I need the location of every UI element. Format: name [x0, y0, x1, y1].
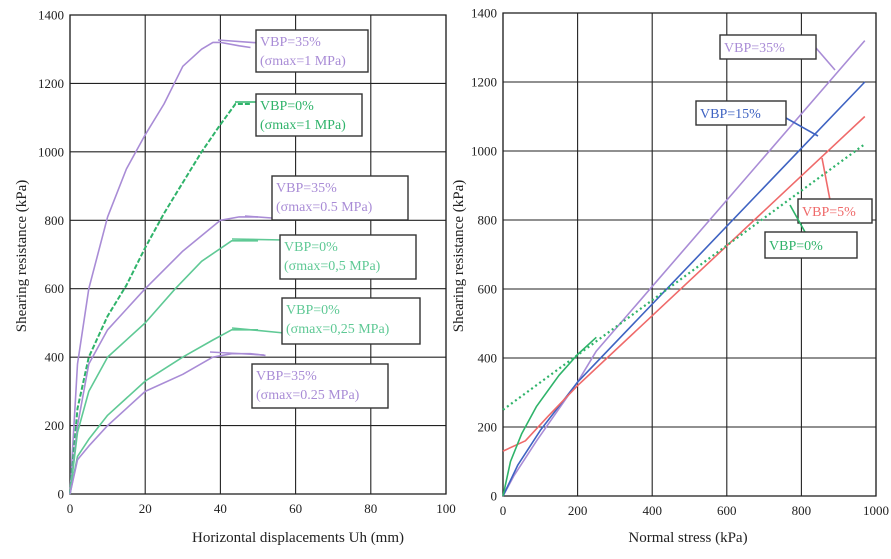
right-series-line-vbp0-fit: [502, 143, 866, 411]
right-label-vbp5-leader: [821, 157, 831, 201]
left-series-line-vbp35-1: [69, 41, 251, 495]
right-y-axis-title: Shearing resistance (kPa): [451, 180, 467, 332]
right-label-vbp35-text: VBP=35%: [724, 41, 785, 56]
left-label-vbp35-1-box: [255, 29, 369, 73]
right-label-vbp15-leader: [785, 117, 819, 137]
left-y-tick-label: 1400: [38, 8, 64, 23]
left-label-vbp0-05-box: [279, 234, 417, 280]
right-label-vbp15-box: [695, 100, 787, 126]
left-x-tick-label: 80: [364, 501, 377, 516]
chart-left: Shearing resistance (kPa) Horizontal dis…: [14, 8, 456, 547]
left-label-vbp35-1-text: (σmax=1 MPa): [260, 54, 346, 69]
left-y-tick-label: 800: [45, 213, 65, 228]
left-label-vbp35-025-leader: [209, 351, 265, 356]
right-x-tick-label: 1000: [863, 503, 889, 518]
right-label-vbp15-text: VBP=15%: [700, 107, 761, 122]
left-y-axis-title: Shearing resistance (kPa): [14, 180, 30, 332]
left-label-vbp0-05-text: (σmax=0,5 MPa): [284, 259, 381, 274]
right-y-tick-label: 600: [478, 282, 498, 297]
left-label-vbp0-025-leader: [231, 327, 285, 334]
right-y-tick-label: 1000: [471, 144, 497, 159]
left-label-vbp35-025-text: VBP=35%: [256, 369, 317, 384]
left-label-vbp0-1-text: (σmax=1 MPa): [260, 118, 346, 133]
left-y-tick-label: 1200: [38, 76, 64, 91]
left-x-tick-label: 100: [436, 501, 456, 516]
right-x-tick-label: 400: [642, 503, 662, 518]
left-label-vbp0-1-text: VBP=0%: [260, 99, 314, 114]
right-label-vbp5-text: VBP=5%: [802, 205, 856, 220]
left-label-vbp0-05-leader: [231, 238, 285, 241]
right-x-tick-label: 600: [717, 503, 737, 518]
left-label-vbp35-1-text: VBP=35%: [260, 35, 321, 50]
right-y-tick-label: 400: [478, 351, 498, 366]
left-label-vbp0-1-box: [255, 93, 363, 137]
left-x-tick-label: 60: [289, 501, 302, 516]
left-x-tick-label: 0: [67, 501, 74, 516]
right-label-vbp0-fit-text: VBP=0%: [769, 239, 823, 254]
chart-right: Shearing resistance (kPa) Normal stress …: [451, 6, 889, 547]
right-y-tick-label: 1400: [471, 6, 497, 21]
right-series-line-vbp5: [502, 115, 866, 452]
left-plot-frame: [69, 14, 447, 495]
right-series-line-vbp35: [502, 40, 866, 497]
left-x-tick-label: 20: [139, 501, 152, 516]
right-x-tick-label: 200: [568, 503, 588, 518]
right-label-vbp35-leader: [815, 47, 836, 71]
left-series-line-vbp35-05: [69, 216, 258, 495]
left-series-line-vbp35-025: [69, 352, 266, 495]
left-label-vbp35-05-text: (σmax=0.5 MPa): [276, 200, 373, 215]
left-series-line-vbp0-025: [69, 328, 258, 495]
right-y-tick-label: 1200: [471, 75, 497, 90]
right-plot-frame: [502, 12, 877, 497]
left-series-line-vbp0-05: [69, 240, 258, 495]
left-label-vbp35-05-text: VBP=35%: [276, 181, 337, 196]
left-label-vbp35-05-leader: [244, 215, 273, 219]
left-x-axis-title: Horizontal displacements Uh (mm): [192, 530, 404, 546]
left-label-vbp0-025-text: (σmax=0,25 MPa): [286, 322, 390, 337]
right-series-line-vbp15: [502, 81, 866, 497]
left-label-vbp35-1-leader: [217, 39, 261, 44]
left-series-line-vbp0-1: [69, 103, 251, 495]
right-y-tick-label: 200: [478, 420, 498, 435]
left-label-vbp0-05-text: VBP=0%: [284, 240, 338, 255]
right-label-vbp35-box: [719, 34, 817, 60]
right-label-vbp0-fit-box: [764, 231, 858, 259]
right-x-tick-label: 800: [792, 503, 812, 518]
right-x-tick-label: 0: [500, 503, 507, 518]
left-label-vbp35-025-box: [251, 363, 389, 409]
left-x-tick-label: 40: [214, 501, 227, 516]
right-series-line-vbp0-data: [502, 336, 597, 497]
left-label-vbp0-025-text: VBP=0%: [286, 303, 340, 318]
left-y-tick-label: 0: [58, 487, 65, 502]
left-y-tick-label: 200: [45, 418, 65, 433]
right-label-vbp5-box: [797, 198, 873, 224]
left-label-vbp0-025-box: [281, 297, 421, 345]
right-y-tick-label: 800: [478, 213, 498, 228]
left-y-tick-label: 400: [45, 350, 65, 365]
left-y-tick-label: 1000: [38, 144, 64, 159]
left-y-tick-label: 600: [45, 281, 65, 296]
right-label-vbp0-fit-leader: [789, 204, 806, 233]
left-label-vbp35-05-box: [271, 175, 409, 221]
left-label-vbp35-025-text: (σmax=0.25 MPa): [256, 388, 360, 403]
right-y-tick-label: 0: [491, 489, 498, 504]
right-x-axis-title: Normal stress (kPa): [628, 530, 747, 546]
